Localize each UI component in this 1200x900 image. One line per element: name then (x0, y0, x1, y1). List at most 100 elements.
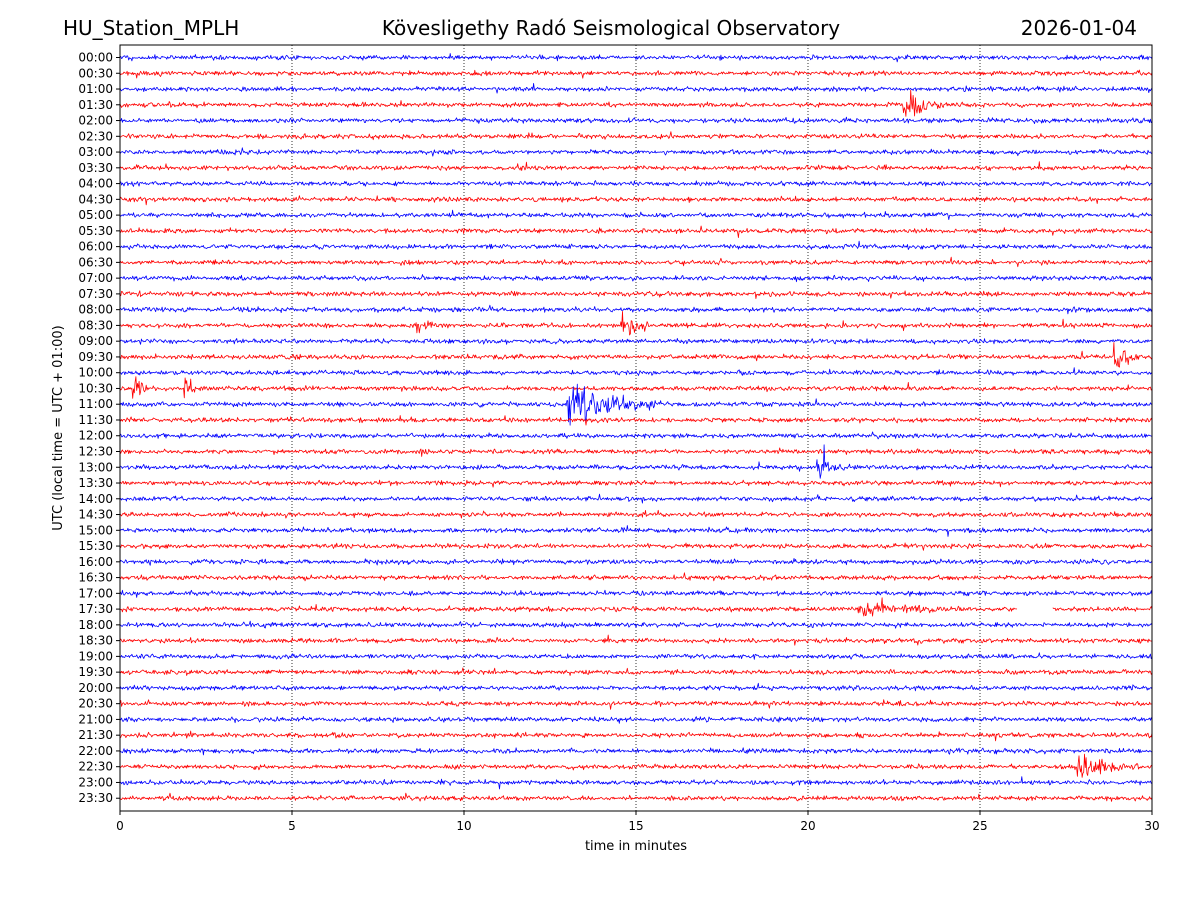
trace-0230 (119, 131, 1153, 141)
trace-2200 (119, 747, 1153, 756)
y-tick-label: 17:00 (78, 586, 113, 600)
trace-2030 (119, 699, 1153, 710)
trace-1900 (120, 652, 1153, 660)
y-tick-label: 14:00 (78, 492, 113, 506)
trace-1330 (119, 479, 1153, 488)
y-tick-label: 17:30 (78, 602, 113, 616)
y-tick-label: 02:30 (78, 129, 113, 143)
y-tick-label: 07:30 (78, 287, 113, 301)
trace-0330 (119, 161, 1153, 172)
y-tick-label: 16:30 (78, 571, 113, 585)
y-tick-label: 00:30 (78, 66, 113, 80)
trace-0700 (119, 274, 1153, 283)
trace-1500 (119, 525, 1153, 537)
y-tick-label: 06:00 (78, 240, 113, 254)
y-tick-label: 22:30 (78, 760, 113, 774)
y-tick-label: 13:00 (78, 460, 113, 474)
trace-2330 (119, 792, 1153, 802)
y-tick-label: 19:00 (78, 649, 113, 663)
y-tick-label: 06:30 (78, 255, 113, 269)
y-tick-label: 09:30 (78, 350, 113, 364)
x-tick-label: 30 (1144, 819, 1159, 833)
trace-1630 (119, 572, 1153, 582)
y-tick-label: 08:30 (78, 318, 113, 332)
trace-1300 (119, 444, 1153, 479)
trace-1030 (119, 376, 1153, 399)
trace-1800 (119, 620, 1153, 629)
observatory-title: Kövesligethy Radó Seismological Observat… (382, 16, 840, 40)
x-tick-label: 20 (800, 819, 815, 833)
y-tick-label: 03:30 (78, 161, 113, 175)
trace-2000 (119, 682, 1153, 692)
trace-1530 (119, 542, 1153, 551)
y-tick-label: 10:00 (78, 366, 113, 380)
y-tick-label: 14:30 (78, 508, 113, 522)
y-tick-label: 08:00 (78, 303, 113, 317)
station-title: HU_Station_MPLH (63, 16, 239, 40)
x-axis-label: time in minutes (585, 839, 687, 854)
trace-0930 (119, 342, 1153, 368)
y-tick-label: 00:00 (78, 51, 113, 65)
y-tick-label: 05:00 (78, 208, 113, 222)
trace-series (119, 53, 1153, 802)
y-tick-label: 21:00 (78, 712, 113, 726)
trace-0200 (119, 116, 1152, 124)
x-tick-label: 10 (456, 819, 471, 833)
y-tick-label: 05:30 (78, 224, 113, 238)
y-tick-label: 12:00 (78, 429, 113, 443)
trace-0430 (119, 195, 1153, 206)
y-tick-label: 23:30 (78, 791, 113, 805)
y-tick-label: 22:00 (78, 744, 113, 758)
y-tick-label: 16:00 (78, 555, 113, 569)
y-tick-label: 03:00 (78, 145, 113, 159)
y-tick-label: 23:00 (78, 775, 113, 789)
trace-0630 (119, 256, 1153, 268)
y-tick-label: 01:30 (78, 98, 113, 112)
date-title: 2026-01-04 (1021, 16, 1137, 40)
y-tick-label: 18:30 (78, 634, 113, 648)
trace-1200 (119, 431, 1153, 440)
trace-0130 (119, 89, 1153, 117)
trace-0730 (119, 290, 1153, 299)
x-tick-label: 5 (288, 819, 296, 833)
y-tick-label: 09:00 (78, 334, 113, 348)
y-tick-label: 04:30 (78, 192, 113, 206)
y-axis-label: UTC (local time = UTC + 01:00) (51, 325, 66, 530)
y-tick-label: 20:00 (78, 681, 113, 695)
y-tick-label: 07:00 (78, 271, 113, 285)
trace-0400 (119, 180, 1153, 187)
trace-0500 (119, 209, 1153, 220)
y-tick-label: 12:30 (78, 445, 113, 459)
y-tick-label: 19:30 (78, 665, 113, 679)
trace-1730 (119, 597, 1153, 617)
trace-1930 (119, 667, 1153, 676)
x-axis-ticks: 0 5 10 15 20 25 30 (116, 811, 1160, 833)
x-tick-label: 25 (972, 819, 987, 833)
trace-0530 (119, 225, 1153, 238)
y-tick-label: 13:30 (78, 476, 113, 490)
trace-1100 (119, 383, 1153, 426)
trace-1700 (119, 589, 1153, 598)
x-tick-label: 15 (628, 819, 643, 833)
trace-0830 (119, 311, 1153, 336)
y-tick-label: 02:00 (78, 114, 113, 128)
trace-0900 (119, 338, 1153, 345)
trace-0800 (119, 304, 1153, 315)
trace-0030 (119, 69, 1153, 79)
y-tick-label: 04:00 (78, 177, 113, 191)
trace-0300 (119, 147, 1153, 157)
y-tick-label: 10:30 (78, 381, 113, 395)
trace-1000 (119, 367, 1153, 376)
x-tick-label: 0 (116, 819, 124, 833)
y-tick-label: 18:00 (78, 618, 113, 632)
y-tick-label: 15:00 (78, 523, 113, 537)
trace-0000 (119, 53, 1153, 63)
plot-frame (119, 44, 1153, 812)
grid-lines (291, 45, 981, 811)
trace-2130 (119, 730, 1153, 742)
trace-0600 (119, 240, 1153, 250)
trace-2230 (119, 753, 1153, 778)
trace-2300 (119, 776, 1153, 790)
